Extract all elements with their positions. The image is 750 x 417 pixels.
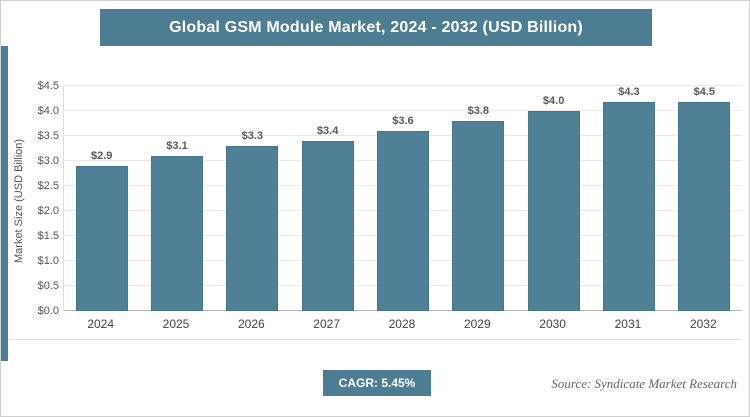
bar: [301, 141, 354, 311]
bar-group: $4.0: [516, 86, 591, 311]
x-axis-labels: 2024 2025 2026 2027 2028 2029 2030 2031 2032: [63, 317, 741, 331]
bar-group: $3.3: [215, 86, 290, 311]
y-tick-label: $1.5: [37, 230, 59, 242]
bar-group: $4.3: [591, 86, 666, 311]
bars: $2.9 $3.1 $3.3 $3.4 $3.6 $3.8 $4.0 $4.3 $4.5: [64, 86, 742, 311]
bar: [226, 146, 279, 311]
source-text: Source: Syndicate Market Research: [551, 376, 737, 391]
bar-value-label: $3.4: [316, 125, 339, 137]
y-tick-label: $0.0: [37, 305, 59, 317]
chart-title: Global GSM Module Market, 2024 - 2032 (U…: [100, 9, 652, 46]
bar-group: $2.9: [64, 86, 139, 311]
y-tick-label: $3.0: [37, 155, 59, 167]
x-axis-label: 2029: [463, 317, 491, 331]
y-axis-ticks: $0.0 $0.5 $1.0 $1.5 $2.0 $2.5 $3.0 $3.5 $4.0 $4.5: [19, 80, 59, 317]
left-accent-bar: [1, 46, 8, 361]
y-tick-label: $2.5: [37, 180, 59, 192]
bar-group: $4.5: [667, 86, 742, 311]
bar-value-label: $3.3: [241, 130, 264, 142]
bar-group: $3.6: [365, 86, 440, 311]
y-tick-label: $0.5: [37, 280, 59, 292]
x-axis-label: 2032: [689, 317, 717, 331]
bar: [376, 131, 429, 311]
bar-value-label: $3.1: [166, 140, 188, 152]
bar-value-label: $4.0: [542, 95, 565, 107]
x-axis-label: 2028: [388, 317, 416, 331]
bar: [602, 102, 655, 311]
y-tick-label: $4.0: [37, 105, 59, 117]
bar-group: $3.1: [139, 86, 214, 311]
cagr-badge: CAGR: 5.45%: [323, 370, 431, 396]
x-axis-label: 2027: [313, 317, 340, 331]
y-tick-label: $2.0: [37, 205, 59, 217]
bar-value-label: $4.5: [693, 86, 715, 98]
bar: [527, 111, 580, 311]
bottom-divider: [9, 339, 741, 340]
bar-group: $3.8: [441, 86, 516, 311]
x-axis-label: 2026: [237, 317, 265, 331]
gridline: [64, 85, 742, 86]
bar: [75, 166, 128, 311]
bar: [150, 156, 203, 311]
plot-area: $2.9 $3.1 $3.3 $3.4 $3.6 $3.8 $4.0 $4.3 $4.5: [63, 85, 742, 311]
x-axis-label: 2024: [87, 317, 115, 331]
y-tick-label: $1.0: [37, 255, 59, 267]
bar-value-label: $3.6: [392, 115, 414, 127]
x-axis-label: 2030: [539, 317, 566, 331]
x-axis-label: 2031: [614, 317, 642, 331]
bar: [678, 102, 731, 311]
bar: [452, 121, 505, 311]
bar-value-label: $2.9: [90, 150, 113, 162]
x-axis-label: 2025: [162, 317, 190, 331]
bar-value-label: $4.3: [618, 86, 640, 98]
bar-value-label: $3.8: [467, 105, 490, 117]
y-tick-label: $4.5: [37, 80, 59, 92]
y-tick-label: $3.5: [37, 130, 59, 142]
gridline: [64, 110, 742, 111]
bar-group: $3.4: [290, 86, 365, 311]
